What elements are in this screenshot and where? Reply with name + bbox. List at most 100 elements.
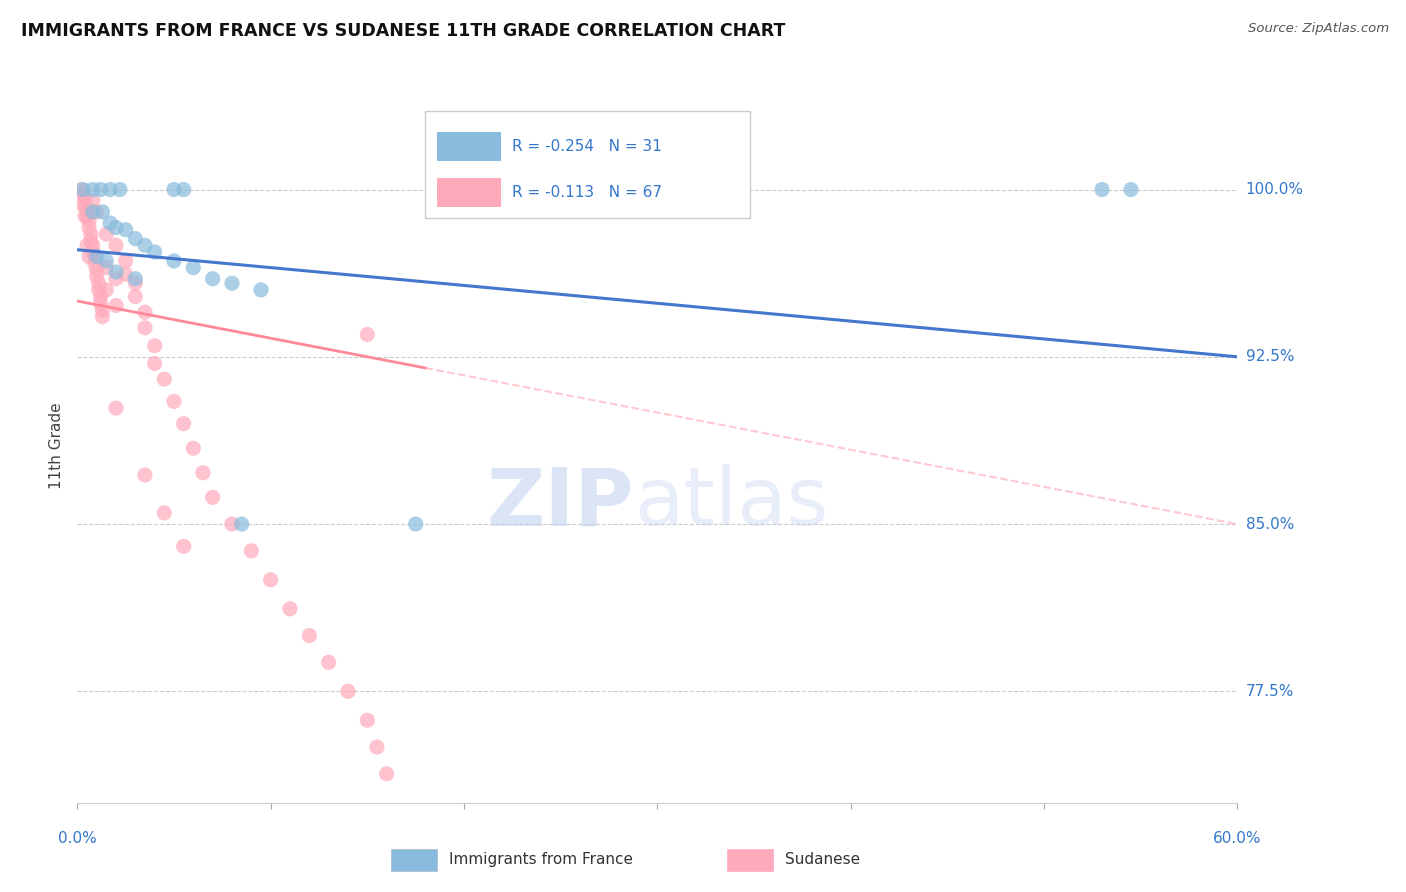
- Point: [77, 249, 100, 263]
- Point: [124, 271, 146, 285]
- Text: 100.0%: 100.0%: [1246, 182, 1303, 197]
- Point: [173, 417, 195, 431]
- Point: [105, 220, 127, 235]
- Point: [356, 327, 378, 342]
- Point: [173, 539, 195, 553]
- Point: [114, 222, 136, 236]
- Point: [134, 238, 156, 252]
- Text: 60.0%: 60.0%: [1213, 830, 1261, 846]
- Point: [221, 516, 243, 531]
- Point: [356, 714, 378, 728]
- Point: [114, 268, 136, 282]
- Text: R = -0.254   N = 31: R = -0.254 N = 31: [512, 139, 662, 153]
- Point: [77, 220, 100, 235]
- Point: [86, 269, 108, 284]
- Point: [72, 182, 94, 196]
- Text: Source: ZipAtlas.com: Source: ZipAtlas.com: [1249, 22, 1389, 36]
- Point: [91, 204, 114, 219]
- Point: [80, 234, 103, 248]
- Point: [191, 466, 214, 480]
- Point: [153, 506, 176, 520]
- Text: 92.5%: 92.5%: [1246, 350, 1294, 364]
- Point: [90, 182, 111, 196]
- Point: [72, 186, 94, 201]
- Point: [82, 238, 104, 252]
- Point: [98, 182, 121, 196]
- Point: [250, 283, 273, 297]
- Point: [318, 655, 340, 669]
- Point: [163, 253, 186, 268]
- Point: [153, 372, 176, 386]
- Point: [183, 260, 205, 275]
- Point: [108, 182, 131, 196]
- Point: [96, 260, 118, 275]
- Point: [80, 227, 103, 241]
- Point: [90, 296, 111, 310]
- FancyBboxPatch shape: [425, 111, 751, 218]
- Point: [1091, 182, 1114, 196]
- Point: [105, 271, 127, 285]
- Text: Sudanese: Sudanese: [785, 853, 860, 867]
- Point: [143, 356, 166, 370]
- Point: [98, 216, 121, 230]
- Point: [1119, 182, 1142, 196]
- Point: [114, 253, 136, 268]
- Point: [124, 277, 146, 291]
- Point: [75, 198, 96, 212]
- Point: [87, 283, 110, 297]
- Point: [90, 289, 111, 303]
- Point: [366, 739, 388, 754]
- Text: atlas: atlas: [634, 464, 828, 542]
- Point: [82, 194, 104, 208]
- Text: R = -0.113   N = 67: R = -0.113 N = 67: [512, 186, 662, 200]
- Text: IMMIGRANTS FROM FRANCE VS SUDANESE 11TH GRADE CORRELATION CHART: IMMIGRANTS FROM FRANCE VS SUDANESE 11TH …: [21, 22, 786, 40]
- Point: [240, 543, 263, 558]
- Point: [221, 277, 243, 291]
- Point: [75, 191, 96, 205]
- Point: [134, 467, 156, 482]
- Point: [298, 628, 321, 642]
- Point: [337, 684, 360, 698]
- Point: [91, 302, 114, 317]
- Point: [105, 238, 127, 252]
- Text: 77.5%: 77.5%: [1246, 684, 1294, 698]
- Point: [278, 601, 301, 615]
- Point: [96, 283, 118, 297]
- Point: [134, 305, 156, 319]
- Point: [91, 310, 114, 324]
- Point: [76, 209, 98, 223]
- Point: [124, 231, 146, 245]
- Point: [105, 298, 127, 312]
- Point: [75, 209, 96, 223]
- Point: [163, 182, 186, 196]
- Point: [375, 766, 398, 781]
- Point: [183, 441, 205, 455]
- Point: [77, 213, 100, 227]
- Point: [201, 490, 224, 504]
- Point: [143, 244, 166, 259]
- Bar: [727, 849, 773, 871]
- Point: [82, 204, 104, 219]
- Text: ZIP: ZIP: [486, 464, 634, 542]
- Point: [405, 516, 427, 531]
- Point: [201, 271, 224, 285]
- Point: [86, 204, 108, 219]
- Point: [96, 227, 118, 241]
- Text: 0.0%: 0.0%: [58, 830, 97, 846]
- Text: Immigrants from France: Immigrants from France: [449, 853, 633, 867]
- Point: [173, 182, 195, 196]
- Point: [260, 573, 283, 587]
- Point: [72, 198, 94, 212]
- Point: [87, 277, 110, 291]
- Point: [86, 249, 108, 263]
- Point: [76, 202, 98, 217]
- Point: [86, 262, 108, 277]
- Y-axis label: 11th Grade: 11th Grade: [49, 402, 65, 490]
- Point: [82, 244, 104, 259]
- Point: [83, 256, 105, 270]
- Point: [231, 516, 253, 531]
- Point: [82, 182, 104, 196]
- Point: [105, 401, 127, 415]
- Point: [70, 182, 93, 196]
- Text: 85.0%: 85.0%: [1246, 516, 1294, 532]
